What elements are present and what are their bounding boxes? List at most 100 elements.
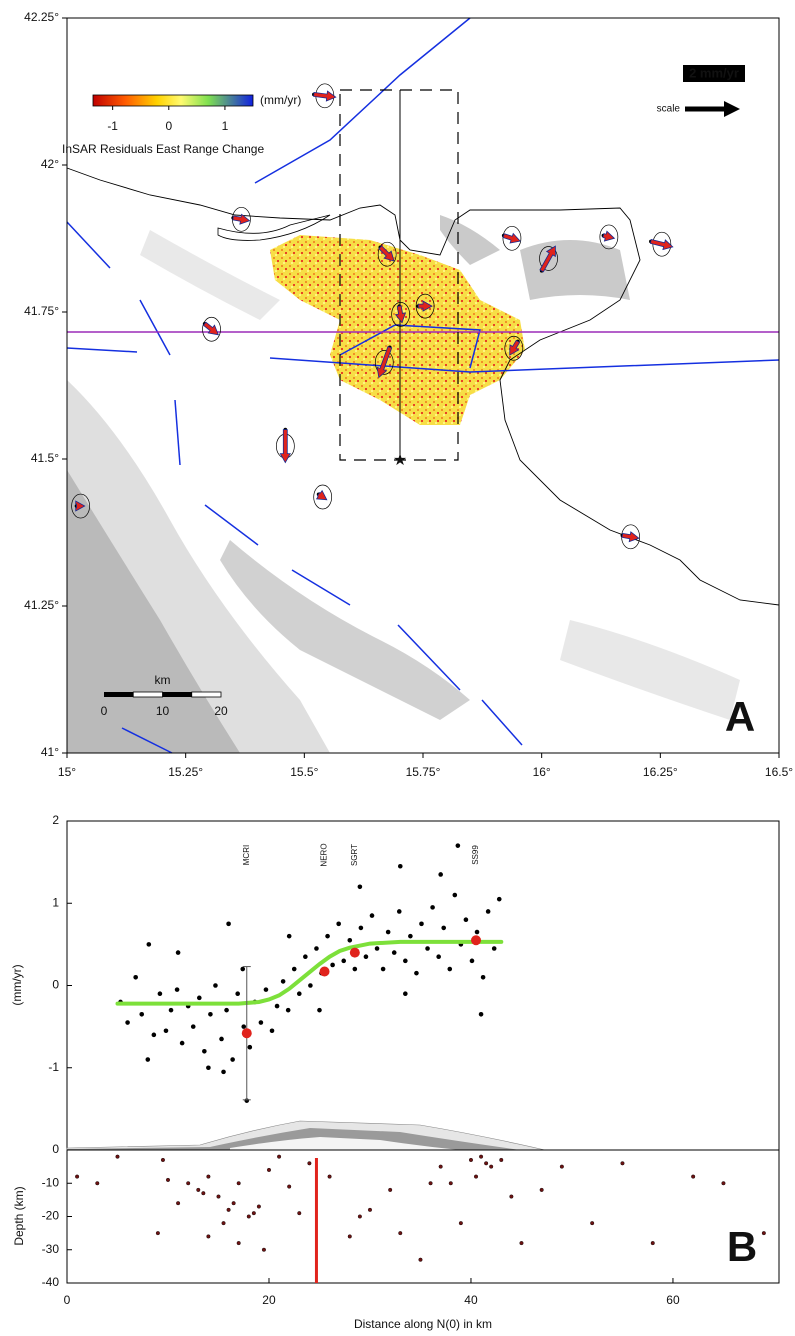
faults [66,17,780,754]
earthquake [620,1161,625,1166]
depth-tick-label: -10 [42,1175,60,1189]
station-point [241,1028,252,1039]
residual-point [452,892,458,898]
residual-point [336,921,341,927]
residual-point [403,991,408,997]
scale-arrow [685,101,740,117]
earthquake [428,1181,433,1186]
station-label: SGRT [350,844,359,866]
earthquake [115,1154,120,1159]
earthquake [357,1214,362,1219]
earthquake [176,1201,181,1206]
depth-tick-label: -20 [42,1209,60,1223]
residual-point [463,917,469,922]
fit-curve [115,939,504,1006]
gps-vector [649,239,674,251]
earthquake [236,1181,241,1186]
earthquake [231,1201,236,1206]
error-ellipse [599,224,619,250]
residual-point [430,905,435,910]
x-tick-label: 15° [58,765,76,779]
earthquake [418,1257,423,1262]
earthquake [691,1174,696,1179]
y-tick-label: 0 [52,978,59,992]
residual-point [221,1069,226,1075]
residual-point [190,1024,196,1029]
residual-point [374,946,380,951]
earthquake [438,1164,443,1169]
x-tick-label: 15.5° [290,765,318,779]
earthquake [160,1157,165,1162]
residual-point [474,929,480,935]
x-tick-label: 20 [262,1293,276,1307]
profile-origin: ★ [393,452,407,469]
residual-point [247,1044,253,1050]
residual-point [358,925,364,931]
error-ellipse [502,225,522,251]
error-ellipse [374,350,394,375]
scale-label: 2 mm/yr [689,65,739,80]
gps-vector [75,500,86,512]
insar-residuals [270,235,525,425]
error-ellipse [202,316,221,342]
earthquake [165,1177,170,1182]
residual-point [438,872,443,877]
scalebar-segment [162,692,192,697]
gps-vector [539,245,556,273]
colorbar-tick-label: 0 [165,119,172,133]
residual-point [230,1057,235,1062]
residual-point [174,987,180,992]
earthquake [261,1247,266,1252]
station-label: NERO [320,843,329,866]
earthquake [448,1181,453,1186]
earthquake [590,1221,595,1226]
earthquake [484,1161,489,1166]
gps-vector [378,245,395,262]
coastline [66,167,780,606]
y-tick-label: 42° [41,157,59,171]
station-label: SS99 [471,845,480,865]
residual-point [146,942,152,947]
gps-vector [232,213,251,225]
scalebar-tick-label: 10 [156,704,170,718]
gps-vector [315,489,328,501]
earthquake [499,1157,504,1162]
colorbar-tick-label: 1 [222,119,229,133]
residual-point [317,1007,322,1013]
residual-point [480,974,486,980]
residual-point [133,974,138,980]
earthquake [201,1191,206,1196]
residual-point [403,958,408,964]
error-ellipse [377,241,397,267]
residual-point [363,954,369,960]
residual-point [436,954,441,960]
depth-tick-label: 0 [52,1142,59,1156]
residual-point [369,913,375,918]
residual-point [179,1040,185,1046]
scalebar-segment [104,692,134,697]
scalebar-tick-label: 0 [101,704,108,718]
residual-point [325,933,330,939]
scale-box [683,65,745,82]
residual-point [163,1028,169,1034]
profile-frame [66,820,780,1284]
residual-point [380,966,386,972]
y-tick-label: -1 [48,1060,59,1074]
earthquake [226,1207,231,1212]
x-tick-label: 16.5° [765,765,793,779]
residual-point [441,925,447,931]
profile-box [339,89,459,461]
residual-point [145,1057,151,1062]
gps-vector [202,321,220,336]
earthquake [256,1204,261,1209]
residual-point [258,1020,264,1025]
earthquake [559,1164,564,1169]
error-ellipse [391,302,410,327]
residual-point [469,958,475,964]
residual-point [496,896,502,902]
earthquake [650,1241,655,1246]
earthquake [479,1154,484,1159]
x-tick-label: 60 [666,1293,680,1307]
